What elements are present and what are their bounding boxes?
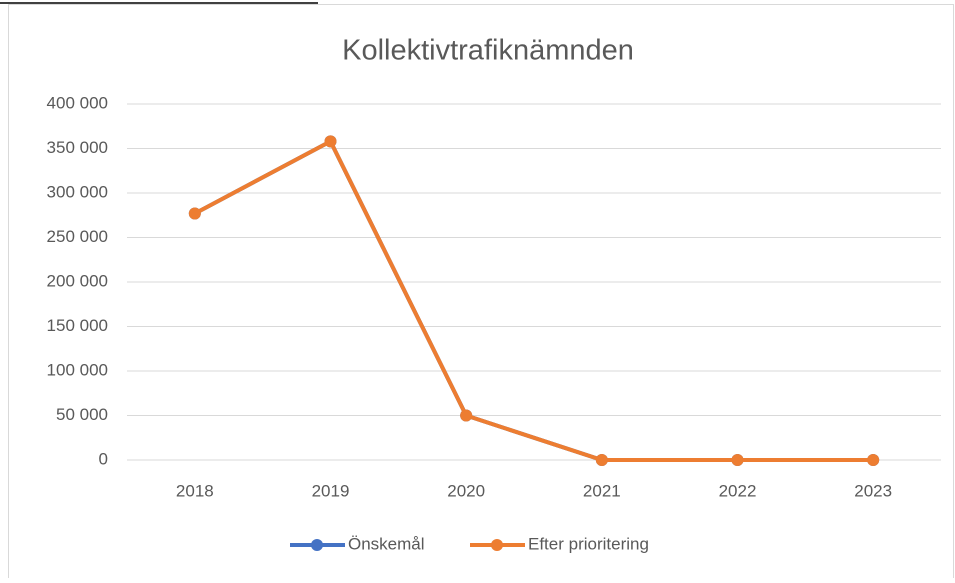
y-tick-label: 200 000 (47, 271, 108, 290)
series-marker (460, 409, 473, 422)
y-tick-label: 300 000 (47, 182, 108, 201)
y-tick-label: 100 000 (47, 360, 108, 379)
y-tick-label: 400 000 (47, 93, 108, 112)
series-marker (188, 207, 201, 220)
series-marker (595, 454, 608, 466)
x-tick-label: 2023 (854, 481, 892, 500)
x-tick-label: 2022 (719, 481, 757, 500)
chart-title: Kollektivtrafiknämnden (342, 35, 634, 67)
chart-border (8, 4, 954, 583)
x-tick-label: 2018 (176, 481, 214, 500)
x-tick-label: 2019 (312, 481, 350, 500)
series-line (193, 139, 874, 462)
y-tick-label: 250 000 (47, 227, 108, 246)
x-tick-label: 2020 (447, 481, 485, 500)
y-tick-label: 0 (99, 449, 108, 468)
y-tick-label: 50 000 (56, 405, 108, 424)
legend-label: Önskemål (348, 534, 425, 553)
x-tick-label: 2021 (583, 481, 621, 500)
series-marker (867, 454, 880, 466)
y-tick-label: 350 000 (47, 138, 108, 157)
series-marker (324, 135, 337, 148)
y-tick-label: 150 000 (47, 316, 108, 335)
series-marker (731, 454, 744, 466)
legend-label: Efter prioritering (528, 534, 649, 553)
legend-marker (311, 539, 323, 551)
series-line (193, 139, 874, 462)
legend-marker (491, 539, 503, 551)
